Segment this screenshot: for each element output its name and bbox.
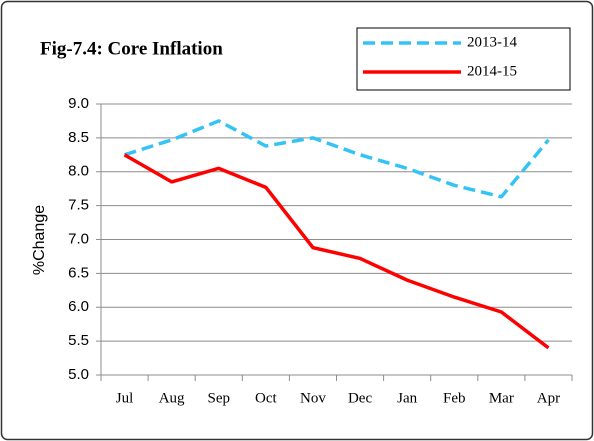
y-tick-label: 5.0 [68,366,89,383]
legend-label: 2013-14 [467,34,517,50]
y-tick-label: 6.5 [68,264,89,281]
y-tick-label: 5.5 [68,332,89,349]
y-tick-label: 8.5 [68,129,89,146]
x-tick-label: Jul [116,390,134,406]
y-tick-label: 8.0 [68,163,89,180]
y-tick-label: 7.0 [68,230,89,247]
y-axis-label: %Change [31,205,48,275]
x-tick-label: Aug [159,390,185,406]
x-tick-label: Apr [537,390,560,406]
x-tick-label: Feb [443,390,466,406]
x-tick-label: Sep [208,390,231,406]
x-tick-label: Dec [348,390,372,406]
series-line [123,153,550,350]
y-tick-label: 6.0 [68,298,89,315]
y-tick-label: 9.0 [68,95,89,112]
x-tick-label: Mar [489,390,514,406]
legend-label: 2014-15 [467,63,517,79]
chart-title: Fig-7.4: Core Inflation [40,38,223,59]
y-tick-label: 7.5 [68,197,89,214]
series-line [124,119,550,199]
legend-box [356,27,571,91]
x-tick-label: Oct [255,390,277,406]
x-tick-label: Nov [300,390,326,406]
x-tick-label: Jan [397,390,417,406]
